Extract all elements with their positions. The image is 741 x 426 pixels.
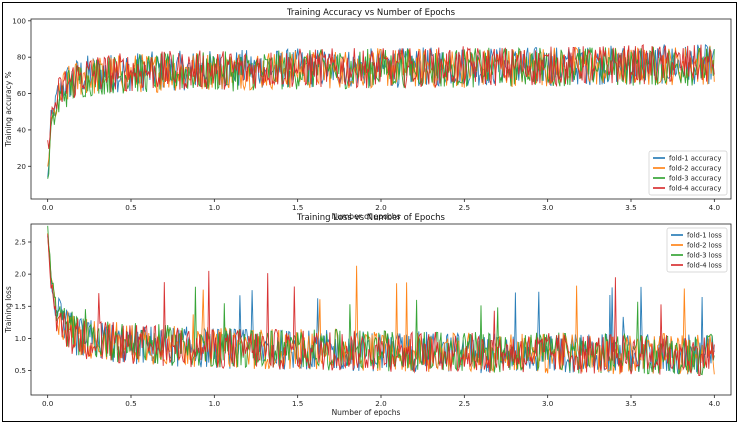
legend-box — [648, 150, 728, 196]
y-tick-label: 40 — [17, 125, 27, 134]
y-tick-label: 1.5 — [15, 302, 26, 311]
y-tick-label: 80 — [17, 53, 27, 62]
legend: fold-1 accuracy fold-2 accuracy fold-3 acc… — [648, 150, 728, 196]
legend-label: fold-3 accuracy — [669, 174, 721, 182]
chart-panel-2: 0.0 0.5 1.0 1.5 2.0 2.5 3.0 3.5 4.0 0.5 1.0 1.5 2.0 2… — [4, 213, 732, 417]
legend-label: fold-3 loss — [687, 251, 722, 259]
x-axis-label: Number of epochs — [332, 212, 401, 221]
x-tick-label: 1.0 — [209, 203, 221, 212]
x-tick-label: 1.0 — [209, 399, 221, 408]
y-tick-label: 60 — [17, 89, 27, 98]
x-axis-label: Number of epochs — [332, 408, 401, 417]
legend-label: fold-1 loss — [687, 231, 722, 239]
y-tick-label: 20 — [17, 162, 27, 171]
x-tick-label: 3.5 — [625, 399, 636, 408]
x-tick-label: 2.5 — [459, 203, 470, 212]
x-tick-label: 2.0 — [375, 399, 387, 408]
x-tick-label: 4.0 — [709, 203, 721, 212]
x-tick-label: 1.5 — [292, 203, 303, 212]
figure-frame — [2, 2, 737, 422]
x-tick-label: 0.5 — [125, 399, 136, 408]
x-tick-label: 2.0 — [375, 203, 387, 212]
legend-label: fold-4 loss — [687, 261, 722, 269]
x-tick-label: 3.0 — [542, 399, 554, 408]
x-tick-label: 4.0 — [709, 399, 721, 408]
chart-title: Training Accuracy vs Number of Epochs — [286, 8, 456, 18]
x-tick-label: 2.5 — [459, 399, 470, 408]
y-tick-label: 0.5 — [15, 366, 26, 375]
y-tick-label: 2.0 — [15, 270, 27, 279]
y-tick-label: 100 — [12, 16, 26, 25]
x-tick-label: 0.0 — [42, 399, 54, 408]
x-tick-label: 3.5 — [625, 203, 636, 212]
chart-title: Training Loss vs Number of Epochs — [296, 213, 446, 223]
plot-area — [30, 223, 732, 396]
y-tick-label: 1.0 — [15, 334, 27, 343]
series-line-4 — [47, 234, 715, 376]
series-line-4 — [47, 43, 715, 149]
x-tick-label: 0.0 — [42, 203, 54, 212]
y-axis-label: Training accuracy % — [4, 71, 13, 147]
x-tick-label: 0.5 — [125, 203, 136, 212]
legend-label: fold-1 accuracy — [669, 154, 721, 162]
legend-box — [666, 227, 728, 273]
series-line-3 — [47, 225, 715, 376]
x-tick-label: 1.5 — [292, 399, 303, 408]
legend-label: fold-4 accuracy — [669, 184, 721, 192]
legend-label: fold-2 loss — [687, 241, 722, 249]
legend: fold-1 loss fold-2 loss fold-3 loss fold-4 … — [666, 227, 728, 273]
legend-label: fold-2 accuracy — [669, 164, 721, 172]
chart-panel-1: 0.0 0.5 1.0 1.5 2.0 2.5 3.0 3.5 4.0 20 40 60 80 100 Tr… — [4, 8, 732, 221]
y-axis-label: Training loss — [4, 286, 13, 334]
x-tick-label: 3.0 — [542, 203, 554, 212]
y-tick-label: 2.5 — [15, 238, 26, 247]
plot-area — [30, 18, 732, 200]
